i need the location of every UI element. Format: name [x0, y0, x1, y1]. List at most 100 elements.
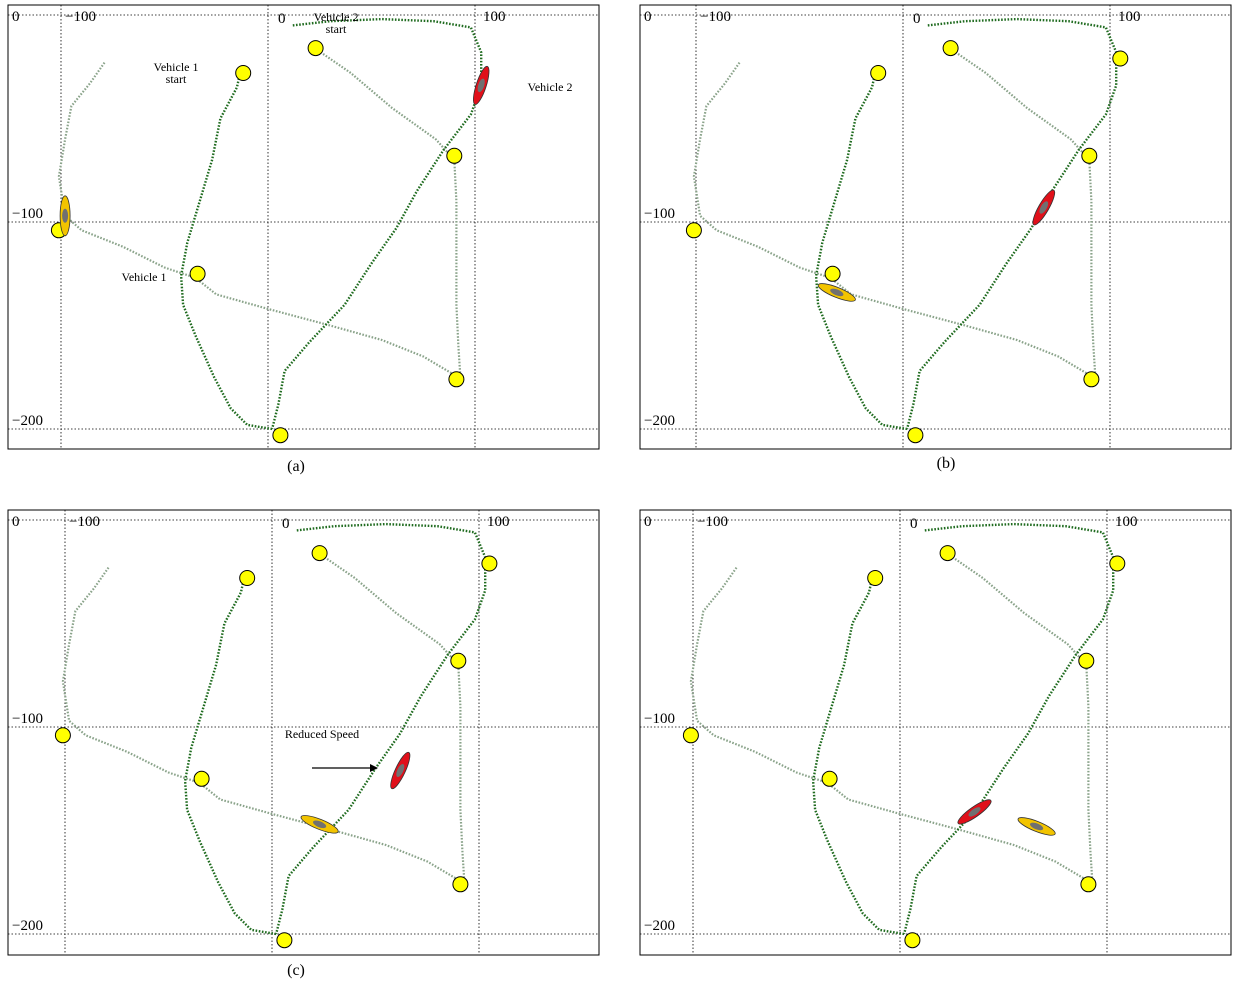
- waypoint-marker: [682, 727, 699, 744]
- panel-c: 0 −100 0 100 −100 −200 Reduced Speed (c): [7, 509, 600, 979]
- tick-label-y-minus100: −100: [12, 711, 43, 727]
- reduced-speed-label: Reduced Speed: [285, 727, 359, 741]
- tick-label-x-origin: 0: [12, 9, 20, 25]
- waypoint-marker: [193, 770, 210, 787]
- tick-label-y-minus100: −100: [644, 206, 675, 222]
- tick-label-x-zero: 0: [278, 11, 286, 27]
- tick-label-x-zero: 0: [282, 516, 290, 532]
- tick-label-y-minus100: −100: [12, 206, 43, 222]
- waypoint-marker: [870, 65, 887, 81]
- panel-caption: (c): [287, 962, 305, 979]
- panel-frame: [7, 4, 600, 450]
- vehicle2-marker: [957, 799, 992, 825]
- vehicle1-route: [692, 61, 1097, 381]
- tick-label-x-origin: 0: [644, 514, 652, 530]
- panel-caption: (b): [937, 455, 956, 472]
- tick-label-x-origin: 0: [644, 9, 652, 25]
- tick-label-x-minus100: −100: [65, 9, 96, 25]
- vehicle2-marker-core: [968, 807, 981, 817]
- vehicle-1-start-label: Vehicle 1: [154, 60, 199, 74]
- waypoint-marker: [448, 371, 465, 388]
- vehicle1-marker-core: [830, 288, 844, 297]
- tick-label-x-100: 100: [1118, 9, 1141, 25]
- reduced-speed-arrowhead: [370, 764, 378, 772]
- tick-label-x-minus100: −100: [700, 9, 731, 25]
- tick-label-y-minus200: −200: [644, 413, 675, 429]
- vehicle1-marker: [300, 815, 339, 834]
- vehicle-1-start-label: start: [166, 72, 187, 86]
- waypoint-marker: [276, 932, 293, 949]
- vehicle2-marker-core: [477, 78, 485, 93]
- waypoint-marker: [54, 727, 71, 744]
- waypoint-marker: [239, 570, 256, 586]
- vehicle1-marker: [59, 195, 71, 237]
- vehicle2-marker-core: [1039, 201, 1049, 214]
- vehicle2-marker: [473, 65, 490, 105]
- vehicle1-route: [689, 566, 1094, 886]
- vehicle1-route: [57, 61, 462, 381]
- waypoint-marker: [685, 222, 702, 239]
- vehicle1-route-return: [318, 552, 466, 885]
- waypoint-marker: [452, 876, 469, 893]
- panel-d: 0 −100 0 100 −100 −200: [639, 509, 1232, 956]
- vehicle1-marker-core: [62, 208, 69, 223]
- vehicle1-route-return: [314, 47, 462, 380]
- vehicle-2-start-label: Vehicle 2: [314, 10, 359, 24]
- waypoint-marker: [446, 147, 463, 164]
- vehicle-2-label: Vehicle 2: [528, 80, 573, 94]
- waypoint-marker: [1109, 555, 1126, 572]
- waypoint-marker: [904, 932, 921, 949]
- vehicle1-route: [61, 566, 466, 886]
- panel-frame: [639, 509, 1232, 956]
- waypoint-marker: [272, 427, 289, 444]
- tick-label-x-zero: 0: [913, 11, 921, 27]
- vehicle2-route-return: [814, 68, 908, 431]
- waypoint-marker: [907, 427, 924, 444]
- vehicle2-route-return: [179, 68, 273, 431]
- waypoint-marker: [1080, 876, 1097, 893]
- tick-label-x-minus100: −100: [697, 514, 728, 530]
- waypoint-marker: [1078, 652, 1095, 669]
- waypoint-marker: [821, 770, 838, 787]
- vehicle2-route: [905, 17, 1118, 430]
- panel-frame: [7, 509, 600, 956]
- waypoint-marker: [235, 65, 252, 81]
- tick-label-y-minus200: −200: [12, 918, 43, 934]
- tick-label-y-minus200: −200: [12, 413, 43, 429]
- waypoint-marker: [481, 555, 498, 572]
- tick-label-x-minus100: −100: [69, 514, 100, 530]
- vehicle-2-start-label: start: [326, 22, 347, 36]
- waypoint-marker: [1083, 371, 1100, 388]
- waypoint-marker: [311, 545, 328, 562]
- vehicle2-route: [274, 522, 487, 935]
- waypoint-marker: [307, 40, 324, 57]
- tick-label-x-100: 100: [1115, 514, 1138, 530]
- vehicle1-marker: [1017, 817, 1056, 836]
- waypoint-marker: [189, 265, 206, 282]
- waypoint-marker: [824, 265, 841, 282]
- tick-label-y-minus200: −200: [644, 918, 675, 934]
- waypoint-marker: [1081, 147, 1098, 164]
- tick-label-x-zero: 0: [910, 516, 918, 532]
- tick-label-x-origin: 0: [12, 514, 20, 530]
- waypoint-marker: [942, 40, 959, 57]
- vehicle2-marker-core: [396, 764, 405, 777]
- vehicle-1-label: Vehicle 1: [122, 270, 167, 284]
- vehicle2-marker: [390, 751, 411, 790]
- vehicle2-route: [270, 17, 483, 430]
- vehicle2-route-return: [183, 573, 277, 936]
- vehicle1-marker: [817, 283, 856, 302]
- vehicle1-route-return: [946, 552, 1094, 885]
- waypoint-marker: [1112, 50, 1129, 67]
- tick-label-y-minus100: −100: [644, 711, 675, 727]
- vehicle2-route: [902, 522, 1115, 935]
- panel-caption: (a): [287, 458, 305, 475]
- tick-label-x-100: 100: [487, 514, 510, 530]
- vehicle1-marker-core: [313, 820, 327, 829]
- vehicle1-marker-core: [1030, 822, 1044, 831]
- vehicle2-route-return: [811, 573, 905, 936]
- tick-label-x-100: 100: [483, 9, 506, 25]
- panel-frame: [639, 4, 1232, 450]
